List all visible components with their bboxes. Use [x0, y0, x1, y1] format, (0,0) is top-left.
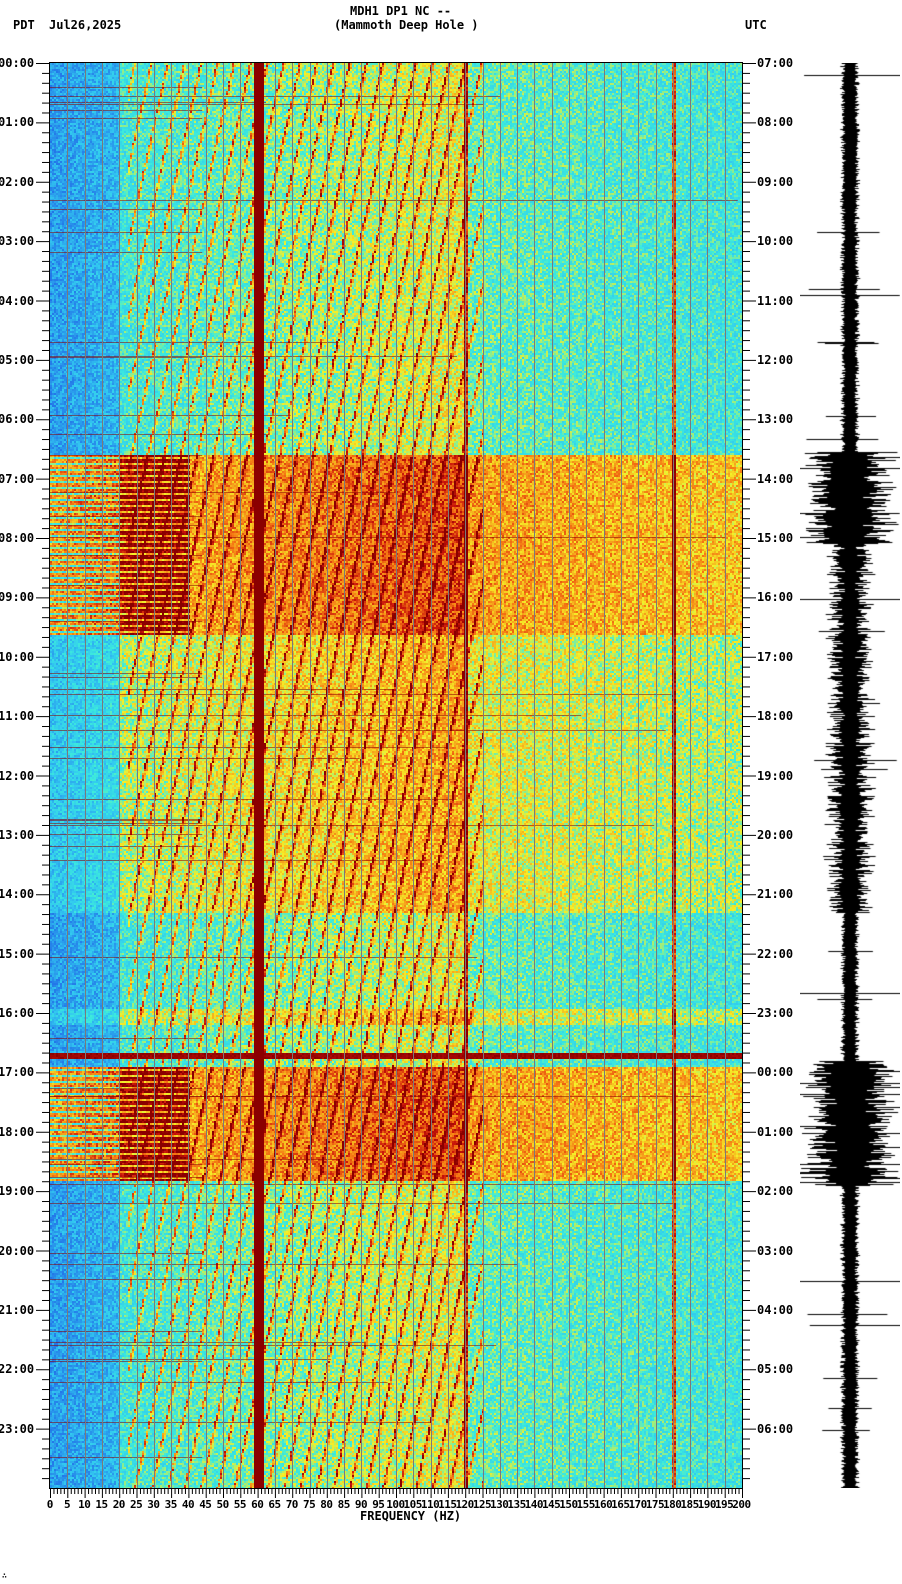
x-tick: 110	[420, 1498, 440, 1511]
x-axis-title: FREQUENCY (HZ)	[360, 1509, 462, 1523]
y-tick-left: 17:00	[0, 1065, 35, 1080]
x-tick: 130	[490, 1498, 509, 1511]
corner-mark: ∴	[2, 1571, 7, 1580]
x-tick: 185	[680, 1498, 699, 1511]
x-tick: 65	[268, 1498, 281, 1511]
y-tick-right: 04:00	[757, 1302, 794, 1317]
y-tick-left: 05:00	[0, 352, 35, 367]
x-tick: 150	[559, 1498, 578, 1511]
y-tick-right: 10:00	[757, 234, 794, 249]
x-tick: 50	[216, 1498, 230, 1511]
x-tick: 0	[46, 1498, 54, 1511]
seismogram-trace	[800, 63, 900, 1488]
x-tick: 70	[285, 1498, 299, 1511]
y-tick-left: 22:00	[0, 1362, 35, 1377]
x-tick: 200	[732, 1498, 751, 1511]
x-tick: 75	[303, 1498, 316, 1511]
y-tick-right: 15:00	[757, 531, 794, 545]
y-tick-left: 04:00	[0, 293, 35, 308]
x-tick: 10	[78, 1498, 91, 1511]
x-tick: 140	[524, 1498, 544, 1511]
y-tick-left: 14:00	[0, 887, 35, 902]
station-title: MDH1 DP1 NC --	[350, 4, 452, 18]
y-tick-right: 03:00	[757, 1243, 794, 1258]
x-tick: 5	[64, 1498, 71, 1511]
y-tick-right: 05:00	[757, 1362, 794, 1377]
x-tick: 90	[354, 1498, 368, 1511]
y-tick-right: 19:00	[757, 768, 794, 783]
x-tick: 80	[320, 1498, 333, 1511]
y-tick-left: 23:00	[0, 1421, 35, 1436]
y-tick-left: 00:00	[0, 56, 35, 70]
y-tick-right: 14:00	[757, 471, 794, 486]
y-tick-left: 16:00	[0, 1006, 35, 1020]
x-tick: 35	[164, 1498, 178, 1511]
left-timezone-label: PDT	[13, 18, 35, 32]
y-tick-left: 20:00	[0, 1243, 35, 1258]
x-tick: 160	[593, 1498, 613, 1511]
x-tick: 165	[611, 1498, 630, 1511]
x-tick: 115	[438, 1498, 457, 1511]
x-tick: 180	[663, 1498, 682, 1511]
y-tick-right: 16:00	[757, 590, 794, 605]
x-tick: 155	[576, 1498, 596, 1511]
x-tick: 100	[386, 1498, 405, 1511]
x-tick: 120	[455, 1498, 474, 1511]
y-tick-right: 00:00	[757, 1065, 794, 1080]
x-tick: 170	[628, 1498, 647, 1511]
y-tick-left: 18:00	[0, 1124, 35, 1139]
y-tick-right: 11:00	[757, 293, 794, 308]
y-tick-left: 12:00	[0, 768, 35, 783]
x-tick: 95	[372, 1498, 385, 1511]
site-title: (Mammoth Deep Hole )	[334, 18, 479, 32]
y-tick-right: 07:00	[757, 56, 794, 70]
y-tick-left: 11:00	[0, 709, 35, 724]
y-tick-left: 08:00	[0, 531, 35, 545]
x-tick: 175	[645, 1498, 665, 1511]
y-tick-right: 21:00	[757, 887, 794, 902]
x-tick: 125	[472, 1498, 492, 1511]
x-tick: 30	[147, 1498, 160, 1511]
y-tick-right: 22:00	[757, 946, 794, 961]
y-tick-right: 13:00	[757, 412, 794, 427]
x-tick: 25	[130, 1498, 143, 1511]
x-tick: 20	[112, 1498, 126, 1511]
y-tick-right: 01:00	[757, 1124, 794, 1139]
y-tick-left: 13:00	[0, 827, 35, 842]
y-tick-left: 01:00	[0, 115, 35, 130]
y-tick-left: 19:00	[0, 1184, 35, 1199]
y-tick-left: 15:00	[0, 946, 35, 961]
y-tick-left: 06:00	[0, 412, 35, 427]
y-tick-right: 08:00	[757, 115, 794, 130]
x-tick: 55	[233, 1498, 247, 1511]
x-tick: 60	[251, 1498, 264, 1511]
x-tick: 145	[541, 1498, 561, 1511]
y-tick-right: 06:00	[757, 1421, 794, 1436]
x-tick: 105	[403, 1498, 423, 1511]
y-tick-right: 02:00	[757, 1184, 794, 1199]
x-tick: 135	[507, 1498, 526, 1511]
spectrogram-heatmap	[50, 63, 742, 1488]
y-tick-left: 03:00	[0, 234, 35, 249]
right-timezone-label: UTC	[745, 18, 767, 32]
x-tick: 40	[181, 1498, 195, 1511]
x-tick: 85	[337, 1498, 351, 1511]
x-tick: 15	[95, 1498, 108, 1511]
y-tick-left: 09:00	[0, 590, 35, 605]
y-tick-right: 17:00	[757, 649, 794, 664]
y-tick-left: 10:00	[0, 649, 35, 664]
y-tick-right: 18:00	[757, 709, 794, 724]
y-tick-right: 23:00	[757, 1006, 794, 1020]
x-tick: 45	[199, 1498, 212, 1511]
y-tick-left: 07:00	[0, 471, 35, 486]
y-tick-left: 02:00	[0, 174, 35, 189]
y-tick-right: 09:00	[757, 174, 794, 189]
y-tick-left: 21:00	[0, 1302, 35, 1317]
x-tick: 190	[697, 1498, 717, 1511]
y-tick-right: 20:00	[757, 827, 794, 842]
x-tick: 195	[714, 1498, 734, 1511]
y-tick-right: 12:00	[757, 352, 794, 367]
date-label: Jul26,2025	[49, 18, 122, 32]
